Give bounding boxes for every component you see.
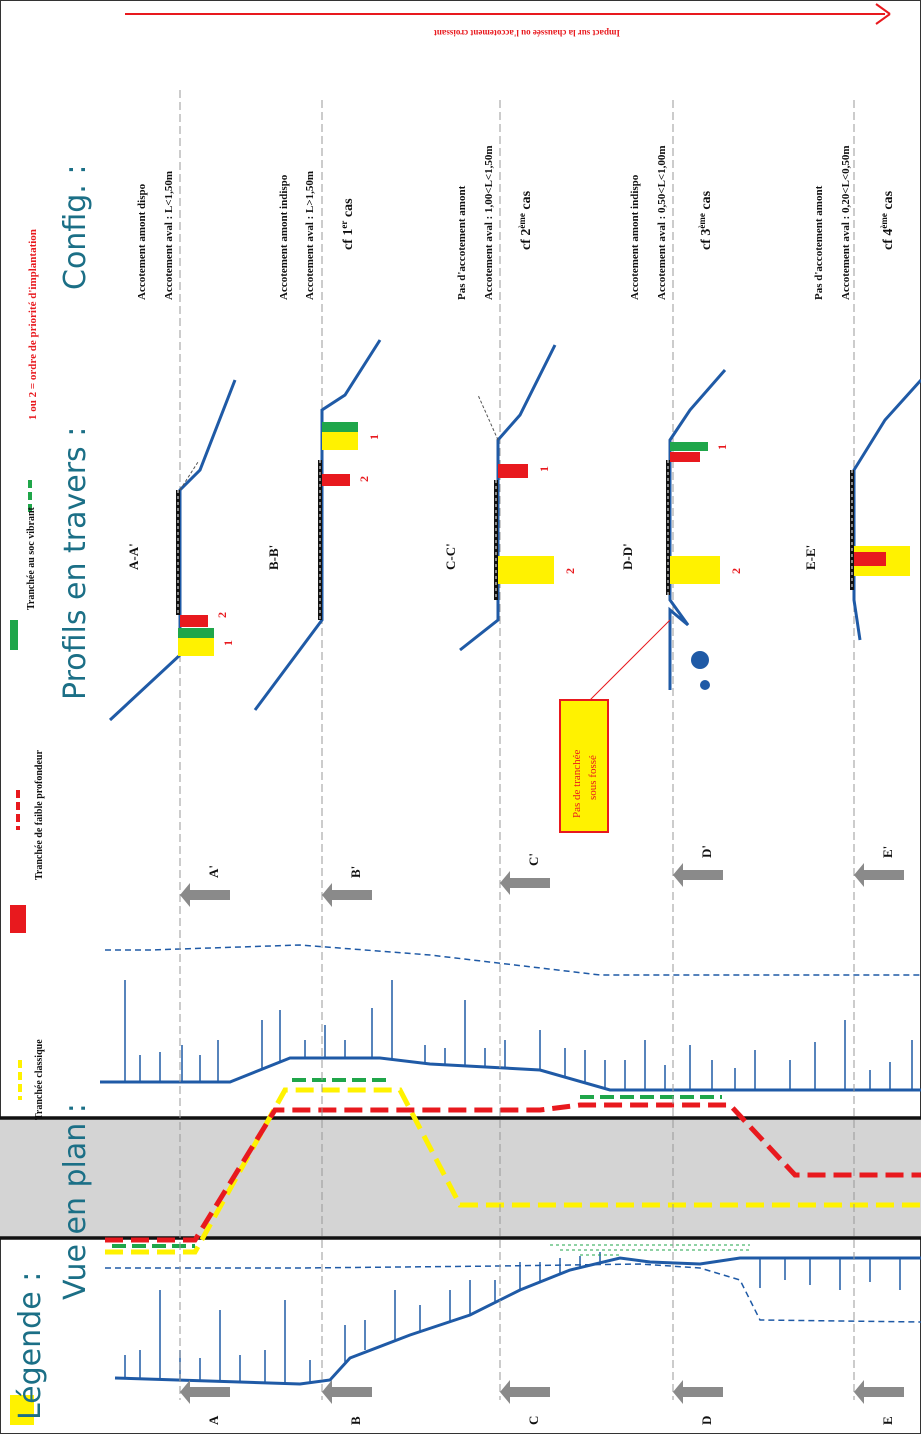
legend-classique-label: Tranchée classique (34, 1039, 45, 1120)
cf-c-sup: ème (517, 213, 527, 229)
priority-c-2: 2 (563, 568, 577, 574)
legend-swatch-yellow (10, 1395, 34, 1425)
arrow-start-e (854, 1380, 904, 1404)
cf-c: cf 2ème cas (517, 190, 534, 250)
cf-d-main: cf 3 (699, 229, 714, 250)
priority-d-2: 2 (729, 568, 743, 574)
upper-ticks (124, 980, 913, 1090)
config-c-line2: Accotement aval : 1,00<L<1,50m (483, 145, 495, 300)
cf-e-sup: ème (879, 213, 889, 229)
lower-dashed-edge (105, 1263, 921, 1323)
section-e-start: E (880, 1416, 895, 1425)
priority-b-2: 2 (357, 476, 371, 482)
config-a-line1: Accotement amont dispo (136, 183, 148, 300)
arrow-start-a (180, 1380, 230, 1404)
section-b-end: B' (348, 866, 363, 878)
cf-d-sup: ème (697, 213, 707, 229)
section-arrows (180, 863, 904, 1404)
callout-line1: Pas de tranchée (571, 749, 583, 818)
priority-a-1: 1 (221, 640, 235, 646)
section-d-end: D' (699, 845, 714, 858)
impact-label: Impact sur la chaussée ou l'accotement c… (434, 28, 620, 38)
arrow-end-d (673, 863, 723, 887)
cf-e-main: cf 4 (881, 229, 896, 250)
section-e-end: E' (880, 846, 895, 858)
profile-d (666, 369, 727, 690)
cf-b-suffix: cas (341, 198, 356, 221)
arrow-start-c (500, 1380, 550, 1404)
cf-b-main: cf 1 (341, 229, 356, 250)
callout-box (559, 619, 671, 833)
profile-b-label: B-B' (266, 545, 281, 570)
legend-swatches (10, 480, 34, 1425)
cf-b: cf 1er cas (339, 198, 356, 250)
config-d-line1: Accotement amont indispo (629, 174, 641, 300)
profile-b (253, 339, 382, 711)
cf-d: cf 3ème cas (697, 190, 714, 250)
callout-line2: sous fossé (587, 755, 599, 800)
cf-b-sup: er (339, 221, 349, 229)
pipe-small-icon (700, 680, 710, 690)
legend-swatch-red (10, 905, 26, 933)
cf-e-suffix: cas (881, 190, 896, 213)
profile-d-label: D-D' (620, 543, 635, 570)
priority-c-1: 1 (537, 466, 551, 472)
heading-vue-en-plan: Vue en plan : (58, 1103, 93, 1300)
priority-a-2: 2 (215, 612, 229, 618)
text-layer: Légende : Vue en plan : Profils en trave… (13, 28, 896, 1425)
config-b-line2: Accotement aval : L>1,50m (304, 171, 316, 300)
section-d-start: D (699, 1416, 714, 1425)
plan-view-drawing (0, 3, 921, 1425)
pipe-large-icon (691, 651, 709, 669)
profile-c-label: C-C' (443, 543, 458, 570)
section-b-start: B (348, 1416, 363, 1425)
section-c-end: C' (526, 853, 541, 866)
section-a-start: A (206, 1415, 221, 1425)
section-c-start: C (526, 1416, 541, 1425)
arrow-end-c (500, 871, 550, 895)
arrow-start-b (322, 1380, 372, 1404)
impact-arrow (125, 3, 891, 25)
config-b-line1: Accotement amont indispo (278, 174, 290, 300)
cf-d-suffix: cas (699, 190, 714, 213)
road-rect (0, 1118, 921, 1238)
profile-a-label: A-A' (126, 543, 141, 570)
arrow-start-d (673, 1380, 723, 1404)
config-c-line1: Pas d'accotement amont (456, 185, 468, 300)
legend-swatch-green (10, 620, 18, 650)
config-d-line2: Accotement aval : 0,50<L<1,00m (656, 145, 668, 300)
heading-legende: Légende : (13, 1272, 48, 1420)
upper-verge (100, 1056, 921, 1092)
heading-config: Config. : (58, 165, 93, 290)
upper-dashed-edge (105, 944, 921, 976)
priority-b-1: 1 (367, 434, 381, 440)
section-a-end: A' (206, 865, 221, 878)
legend-soc-label: Tranchée au soc vibrant (26, 506, 37, 610)
config-e-line1: Pas d'accotement amont (813, 185, 825, 300)
green-fill-lines (550, 1244, 750, 1256)
profile-c (459, 344, 557, 652)
arrow-end-a (180, 883, 230, 907)
cf-e: cf 4ème cas (879, 190, 896, 250)
section-guides (179, 90, 855, 1400)
trench-faible-path (105, 1102, 921, 1243)
profile-e-label: E-E' (803, 545, 818, 570)
arrow-end-e (854, 863, 904, 887)
heading-profils: Profils en travers : (58, 427, 93, 700)
cf-c-suffix: cas (519, 190, 534, 213)
cf-c-main: cf 2 (519, 229, 534, 250)
config-a-line2: Accotement aval : L<1,50m (163, 171, 175, 300)
priority-d-1: 1 (715, 444, 729, 450)
arrow-end-b (322, 883, 372, 907)
profile-e (850, 378, 921, 641)
legend-priority-label: 1 ou 2 = ordre de priorité d'implantatio… (27, 229, 39, 420)
legend-faible-label: Tranchée de faible profondeur (34, 750, 45, 880)
profile-a (108, 379, 237, 722)
config-e-line2: Accotement aval : 0,20<L<0,50m (840, 145, 852, 300)
